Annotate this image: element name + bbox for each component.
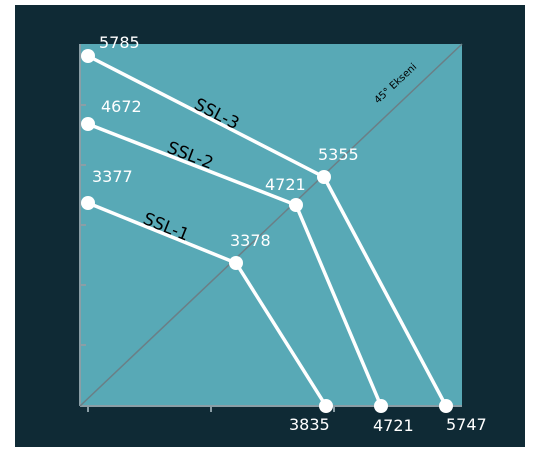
- ssl-2-end-value: 4721: [373, 416, 414, 435]
- ssl-1-end-point: [319, 399, 333, 413]
- ssl-3-end-point: [439, 399, 453, 413]
- diagonal-line: [79, 43, 463, 407]
- ssl-1-end-value: 3835: [289, 415, 330, 434]
- x-axis-ticks: [87, 406, 335, 412]
- ssl-2-end-point: [374, 399, 388, 413]
- ssl-1-start-value: 3377: [92, 167, 133, 186]
- ssl-3-end-value: 5747: [446, 415, 487, 434]
- ssl-2-peak-point: [289, 198, 303, 212]
- y-axis-ticks: [80, 104, 86, 346]
- ssl-3-peak-point: [317, 170, 331, 184]
- ssl-2-start-value: 4672: [101, 97, 142, 116]
- ssl-2-start-point: [81, 117, 95, 131]
- ssl-1-start-point: [81, 196, 95, 210]
- ssl-3-start-value: 5785: [99, 33, 140, 52]
- ssl-2-peak-value: 4721: [265, 175, 306, 194]
- ssl-1-peak-value: 3378: [230, 231, 271, 250]
- ssl-3-peak-value: 5355: [318, 145, 359, 164]
- ssl-3-start-point: [81, 49, 95, 63]
- ssl-1-peak-point: [229, 256, 243, 270]
